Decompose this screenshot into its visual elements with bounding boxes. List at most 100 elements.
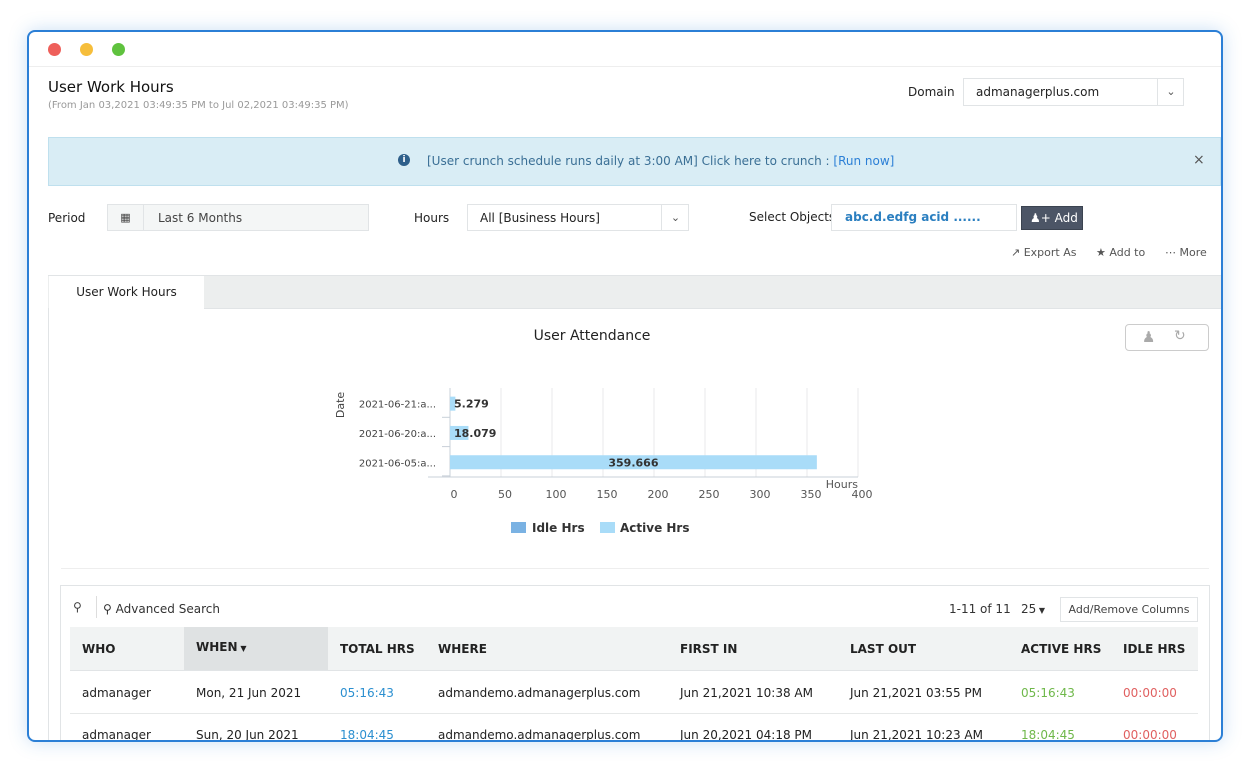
domain-value: admanagerplus.com bbox=[976, 85, 1100, 99]
table-row[interactable]: admanager Mon, 21 Jun 2021 05:16:43 admande… bbox=[70, 672, 1198, 714]
star-icon: ★ bbox=[1096, 246, 1106, 259]
pagination-info: 1-11 of 11 bbox=[949, 602, 1011, 616]
legend-active[interactable]: Active Hrs bbox=[620, 521, 690, 535]
user-icon[interactable]: ♟ bbox=[1142, 328, 1156, 346]
column-where[interactable]: WHERE bbox=[438, 642, 487, 656]
bar-active-hrs bbox=[450, 425, 469, 440]
column-first-in[interactable]: FIRST IN bbox=[680, 642, 738, 656]
tab-panel bbox=[48, 309, 1221, 740]
table-row[interactable]: admanager Sun, 20 Jun 2021 18:04:45 admande… bbox=[70, 714, 1198, 742]
add-user-icon: ♟+ bbox=[1030, 211, 1051, 225]
column-total-hrs[interactable]: TOTAL HRS bbox=[340, 642, 415, 656]
chevron-down-icon: ⌄ bbox=[661, 205, 689, 230]
banner-text: [User crunch schedule runs daily at 3:00… bbox=[427, 154, 895, 168]
sorted-column-bg bbox=[184, 627, 328, 670]
run-now-link[interactable]: [Run now] bbox=[833, 154, 895, 168]
x-axis-label: Hours bbox=[826, 478, 858, 491]
objects-value: abc.d.edfg acid ...... bbox=[845, 210, 981, 224]
date-range: (From Jan 03,2021 03:49:35 PM to Jul 02,… bbox=[48, 100, 349, 111]
more-icon: ⋯ bbox=[1165, 246, 1176, 259]
column-when-label: WHEN bbox=[196, 640, 238, 654]
bar-active-hrs bbox=[450, 396, 456, 411]
legend: Idle Hrs Active Hrs bbox=[511, 521, 690, 535]
more-label: More bbox=[1179, 246, 1207, 259]
chevron-down-icon: ⌄ bbox=[1157, 79, 1184, 105]
chart-title: User Attendance bbox=[534, 328, 651, 344]
x-tick-label: 250 bbox=[699, 488, 720, 501]
column-idle-hrs[interactable]: IDLE HRS bbox=[1123, 642, 1186, 656]
x-tick-label: 200 bbox=[648, 488, 669, 501]
export-as-button[interactable]: ↗ Export As bbox=[1011, 246, 1076, 259]
column-active-hrs[interactable]: ACTIVE HRS bbox=[1021, 642, 1102, 656]
objects-input[interactable]: abc.d.edfg acid ...... bbox=[831, 204, 1017, 231]
page-size-value: 25 bbox=[1021, 602, 1037, 616]
attendance-chart: User Attendance Date Hours 0 50 100 150 200 2… bbox=[334, 328, 873, 535]
add-button[interactable]: ♟+ Add bbox=[1021, 206, 1083, 230]
page-title: User Work Hours bbox=[48, 78, 174, 96]
divider bbox=[61, 568, 1209, 569]
add-remove-columns-button[interactable]: Add/Remove Columns bbox=[1060, 597, 1198, 622]
table-cell-total-hrs[interactable]: 18:04:45 bbox=[340, 728, 394, 742]
x-tick-label: 0 bbox=[451, 488, 458, 501]
close-icon[interactable]: × bbox=[1193, 152, 1205, 168]
select-objects-label: Select Objects bbox=[749, 210, 836, 224]
close-window-button[interactable] bbox=[48, 43, 61, 56]
x-tick-label: 400 bbox=[852, 488, 873, 501]
calendar-icon: ▦ bbox=[108, 205, 144, 230]
advanced-search-button[interactable]: ⚲ Advanced Search bbox=[103, 602, 220, 616]
hours-label: Hours bbox=[414, 211, 450, 225]
y-tick-label: 2021-06-21:a... bbox=[359, 400, 436, 411]
column-last-out[interactable]: LAST OUT bbox=[850, 642, 917, 656]
period-value: Last 6 Months bbox=[158, 211, 243, 225]
info-icon: i bbox=[398, 154, 410, 166]
table-cell-who: admanager bbox=[82, 728, 151, 742]
legend-swatch-idle bbox=[511, 522, 526, 533]
quick-search-icon[interactable]: ⚲ bbox=[73, 600, 82, 614]
table-cell-first-in: Jun 20,2021 04:18 PM bbox=[680, 728, 812, 742]
table-cell-total-hrs[interactable]: 05:16:43 bbox=[340, 686, 394, 700]
bar-active-hrs bbox=[450, 455, 817, 470]
y-axis-label: Date bbox=[334, 392, 347, 419]
info-banner: i [User crunch schedule runs daily at 3:… bbox=[48, 137, 1221, 186]
page-size-select[interactable]: 25 ▼ bbox=[1021, 602, 1045, 616]
tab-bar bbox=[48, 275, 1221, 309]
x-tick-label: 50 bbox=[498, 488, 512, 501]
period-select[interactable]: ▦ Last 6 Months bbox=[107, 204, 369, 231]
x-tick-label: 100 bbox=[546, 488, 567, 501]
column-when[interactable]: WHEN ▼ bbox=[196, 627, 246, 671]
hours-select[interactable]: All [Business Hours] ⌄ bbox=[467, 204, 689, 231]
data-label: 5.279 bbox=[454, 398, 489, 411]
table-cell-idle-hrs: 00:00:00 bbox=[1123, 728, 1177, 742]
period-label: Period bbox=[48, 211, 86, 225]
more-button[interactable]: ⋯ More bbox=[1165, 246, 1207, 259]
x-tick-label: 350 bbox=[801, 488, 822, 501]
column-who[interactable]: WHO bbox=[82, 642, 116, 656]
y-tick-label: 2021-06-20:a... bbox=[359, 429, 436, 440]
advanced-search-icon: ⚲ bbox=[103, 602, 112, 616]
hours-value: All [Business Hours] bbox=[480, 211, 600, 225]
chart-refresh-icon[interactable]: ↻ bbox=[1174, 328, 1186, 344]
legend-idle[interactable]: Idle Hrs bbox=[532, 521, 585, 535]
table-cell-last-out: Jun 21,2021 03:55 PM bbox=[850, 686, 982, 700]
divider bbox=[96, 596, 97, 618]
caret-down-icon: ▼ bbox=[1036, 606, 1045, 615]
table-cell-idle-hrs: 00:00:00 bbox=[1123, 686, 1177, 700]
add-to-button[interactable]: ★ Add to bbox=[1096, 246, 1145, 259]
domain-select[interactable]: admanagerplus.com ⌄ bbox=[963, 78, 1184, 106]
divider bbox=[29, 66, 1221, 67]
minimize-window-button[interactable] bbox=[80, 43, 93, 56]
app-window: User Work Hours (From Jan 03,2021 03:49:… bbox=[27, 30, 1223, 742]
y-tick-label: 2021-06-05:a... bbox=[359, 458, 436, 469]
data-label: 359.666 bbox=[608, 456, 658, 469]
add-to-label: Add to bbox=[1109, 246, 1146, 259]
table-cell-first-in: Jun 21,2021 10:38 AM bbox=[680, 686, 813, 700]
table-cell-when: Mon, 21 Jun 2021 bbox=[196, 686, 302, 700]
domain-label: Domain bbox=[908, 85, 955, 99]
maximize-window-button[interactable] bbox=[112, 43, 125, 56]
table-cell-last-out: Jun 21,2021 10:23 AM bbox=[850, 728, 983, 742]
x-tick-label: 300 bbox=[750, 488, 771, 501]
x-tick-label: 150 bbox=[597, 488, 618, 501]
table-header: WHO WHEN ▼ TOTAL HRS WHERE FIRST IN LAST… bbox=[70, 627, 1198, 671]
tab-user-work-hours[interactable]: User Work Hours bbox=[49, 276, 204, 309]
add-label: Add bbox=[1054, 211, 1078, 225]
